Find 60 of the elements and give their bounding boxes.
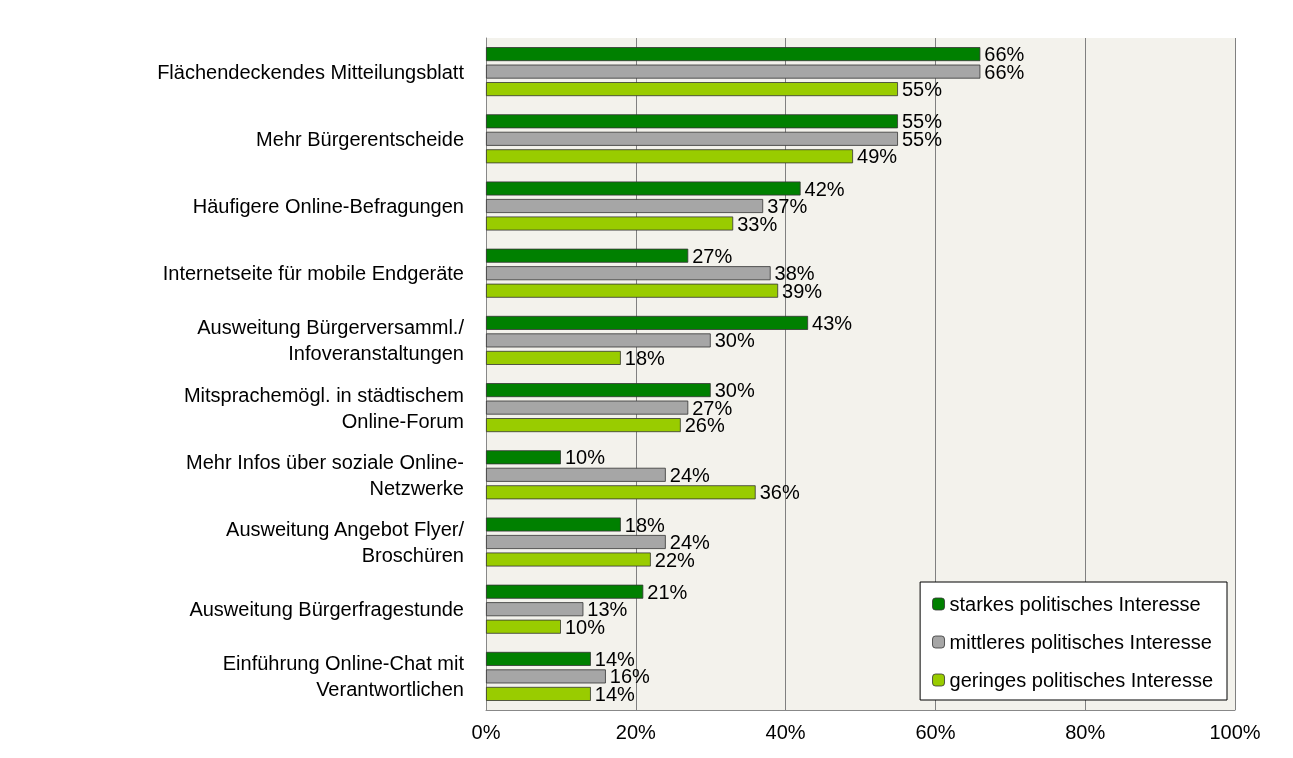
- x-tick-label: 100%: [1209, 721, 1261, 743]
- bar: [486, 82, 898, 97]
- data-label: 27%: [692, 244, 733, 267]
- y-tick-label: Mehr Bürgerentscheide: [256, 127, 464, 150]
- bar: [486, 450, 561, 465]
- bar: [486, 248, 689, 263]
- legend-label: starkes politisches Interesse: [949, 593, 1201, 615]
- bar: [486, 283, 779, 298]
- bar: [486, 315, 809, 330]
- data-label: 18%: [624, 513, 666, 536]
- bar: [486, 216, 734, 231]
- bar: [486, 418, 681, 433]
- y-tick-label: Ausweitung Angebot Flyer/ Broschüren: [226, 518, 465, 566]
- bar: [486, 64, 981, 79]
- y-tick-label: Internetseite für mobile Endgeräte: [162, 262, 464, 285]
- bar: [486, 517, 621, 532]
- x-tick-label: 80%: [1065, 721, 1106, 743]
- x-tick-label: 0%: [471, 721, 501, 743]
- x-tick-label: 20%: [615, 721, 657, 743]
- data-label: 49%: [857, 145, 898, 168]
- y-tick-label: Flächendeckendes Mitteilungsblatt: [157, 60, 465, 83]
- data-label: 43%: [812, 311, 853, 334]
- bar: [486, 383, 711, 398]
- data-label: 36%: [759, 481, 800, 504]
- bar: [486, 686, 591, 701]
- y-tick-label: Mehr Infos über soziale Online- Netzwerke: [186, 450, 464, 499]
- y-tick-label: Häufigere Online-Befragungen: [192, 195, 464, 217]
- data-label: 30%: [714, 329, 755, 352]
- bar: [486, 149, 854, 164]
- bar: [486, 602, 584, 617]
- y-tick-label: Ausweitung Bürgerversamml./ Infoveranstaltungen: [197, 316, 465, 365]
- bar: [486, 669, 606, 684]
- bar: [486, 535, 666, 549]
- x-tick-label: 60%: [915, 721, 956, 743]
- bar: [486, 485, 756, 500]
- data-label: 55%: [901, 78, 943, 101]
- bar: [486, 47, 981, 62]
- y-tick-label: Ausweitung Bürgerfragestunde: [189, 598, 464, 621]
- bar: [486, 651, 591, 666]
- data-label: 24%: [669, 463, 711, 486]
- bar: [486, 552, 651, 567]
- bar: [486, 400, 689, 415]
- bar: [486, 131, 898, 146]
- bar: [486, 181, 801, 196]
- data-label: 10%: [564, 446, 606, 469]
- legend-label: geringes politisches Interesse: [949, 669, 1214, 691]
- y-tick-label: Einführung Online-Chat mit Verantwortlichen: [222, 652, 465, 701]
- y-tick-label: Mitsprachemögl. in städtischem Online-Forum: [183, 383, 464, 432]
- bar: [486, 114, 898, 129]
- bar: [486, 199, 764, 213]
- bar: [486, 467, 666, 482]
- x-tick-label: 40%: [765, 721, 806, 743]
- bar: [486, 266, 771, 281]
- bar: [486, 350, 621, 365]
- bar: [486, 584, 644, 599]
- bar: [486, 619, 561, 634]
- data-label: 18%: [624, 346, 666, 369]
- bar: [486, 333, 711, 348]
- legend-label: mittleres politisches Interesse: [949, 631, 1212, 653]
- data-label: 21%: [647, 580, 688, 603]
